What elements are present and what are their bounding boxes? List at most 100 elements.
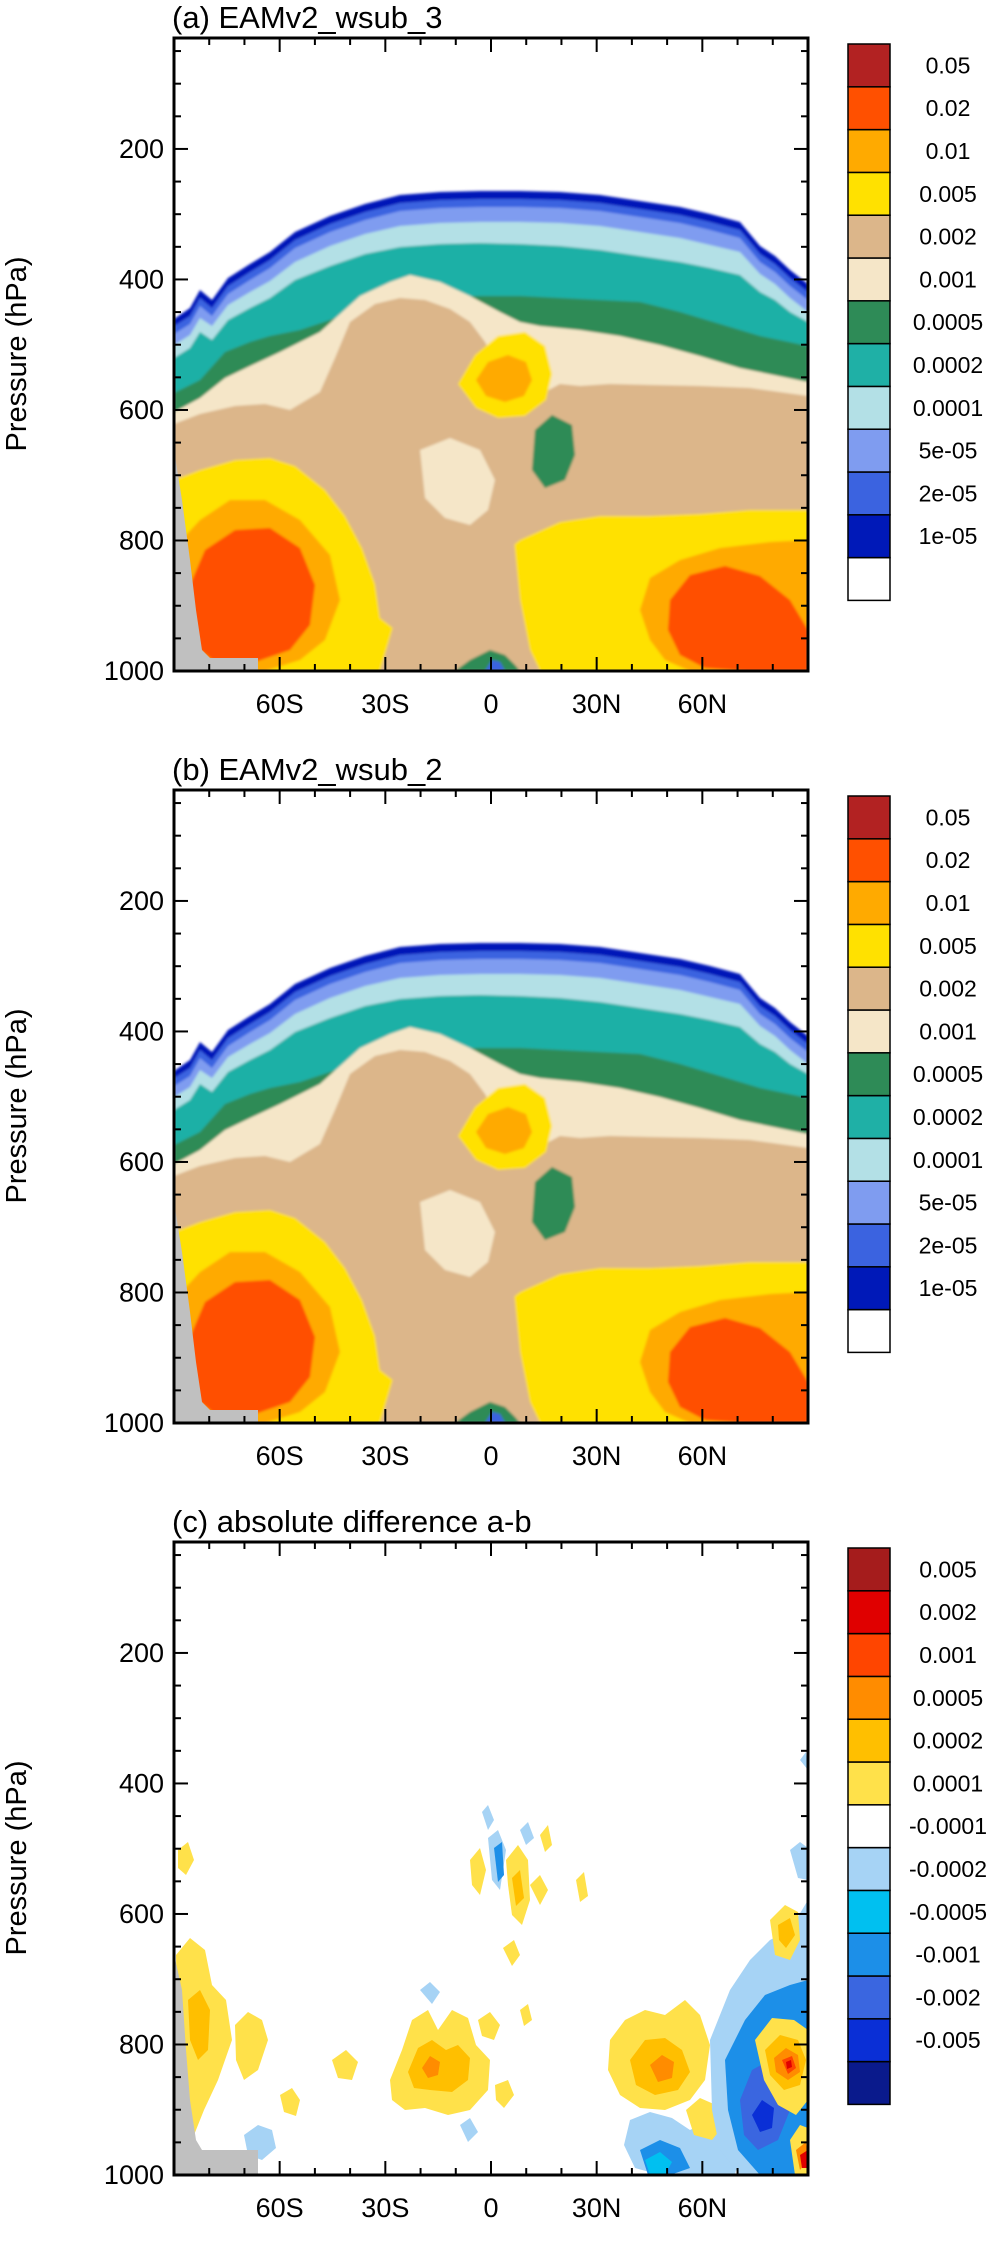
contour-band-0.002	[800, 2150, 808, 2168]
colorbar-label: 0.0005	[913, 1685, 983, 1711]
colorbar-swatch	[847, 171, 891, 216]
colorbar-label: 0.05	[926, 804, 971, 830]
colorbar-swatch	[847, 1718, 891, 1763]
colorbar-swatch	[847, 1590, 891, 1635]
x-tick-label: 60N	[678, 1441, 728, 1471]
colorbar-swatch	[847, 795, 891, 840]
y-tick-label: 800	[119, 1277, 164, 1307]
contour-band-0.001-blob	[420, 438, 495, 525]
x-tick-label: 0	[483, 2193, 498, 2223]
colorbar-label: 5e-05	[919, 1190, 978, 1216]
x-ticks: 60S 30S 0 30N 60N	[208, 1542, 774, 2223]
topography	[174, 450, 258, 671]
y-ticks: 200 400 600 800 1000	[104, 1554, 808, 2190]
panel-b: (b) EAMv2_wsub_2	[1, 752, 983, 1471]
contour-band-0.01-upper	[476, 355, 532, 402]
y-tick-label: 800	[119, 525, 164, 555]
y-axis-label: Pressure (hPa)	[1, 1008, 33, 1203]
colorbar-label: 0.0001	[913, 1770, 983, 1796]
colorbar-swatch	[847, 385, 891, 430]
contour-band-0.0001	[235, 2012, 268, 2080]
colorbar: -0.005 -0.002 -0.001 -0.0005 -0.0002 -0.0001 0…	[847, 1547, 987, 2106]
colorbar-swatch	[847, 1889, 891, 1934]
colorbar-swatch	[847, 1094, 891, 1140]
x-tick-label: 30N	[572, 1441, 622, 1471]
contour-band-0.0001	[540, 1825, 552, 1852]
colorbar-label: 2e-05	[919, 480, 978, 506]
contour-band-0.0001	[520, 2004, 532, 2026]
colorbar-swatch	[847, 838, 891, 883]
colorbar-swatch	[847, 342, 891, 388]
y-tick-label: 600	[119, 1899, 164, 1929]
colorbar-swatch	[847, 1137, 891, 1182]
y-ticks: 200 400 600 800 1000	[104, 50, 808, 686]
colorbar-label: -0.0005	[909, 1899, 987, 1925]
contour-band-0.0001	[470, 1848, 486, 1895]
colorbar-swatch	[847, 966, 891, 1011]
colorbar-swatch	[847, 923, 891, 968]
y-tick-label: 1000	[104, 1408, 164, 1438]
x-tick-label: 30S	[361, 689, 409, 719]
panel-a: (a) EAMv2_wsub_3	[1, 0, 983, 719]
colorbar-label: 0.001	[919, 1018, 977, 1044]
colorbar-swatch	[847, 1632, 891, 1678]
contour-band--0.0001	[790, 1842, 808, 1880]
x-tick-label: 30S	[361, 1441, 409, 1471]
x-tick-label: 0	[483, 1441, 498, 1471]
contour-band-0.0001	[503, 1940, 520, 1966]
y-axis-label: Pressure (hPa)	[1, 1760, 33, 1955]
colorbar-label: 0.0005	[913, 1061, 983, 1087]
colorbar-swatch	[847, 2060, 891, 2106]
colorbar-swatch	[847, 1547, 891, 1592]
contour-band-0.0001	[478, 2012, 500, 2040]
contour-band-0.0005	[650, 2055, 674, 2082]
y-tick-label: 200	[119, 1638, 164, 1668]
x-tick-label: 60S	[256, 1441, 304, 1471]
contour-band-0.0005-blob	[532, 415, 575, 488]
colorbar-swatch	[847, 1846, 891, 1892]
contour-band-0.0002	[188, 1990, 210, 2060]
colorbar-swatch	[847, 471, 891, 516]
colorbar-label: -0.0002	[909, 1856, 987, 1882]
colorbar-swatch	[847, 43, 891, 88]
x-tick-label: 60S	[256, 2193, 304, 2223]
colorbar-label: 0.01	[926, 890, 971, 916]
colorbar-label: 0.05	[926, 52, 971, 78]
contour-field	[174, 191, 808, 671]
contour-band-0.0005	[422, 2056, 440, 2078]
contour-band-0.0001	[332, 2050, 358, 2080]
colorbar-swatch	[847, 300, 891, 345]
colorbar: 1e-05 2e-05 5e-05 0.0001 0.0002 0.0005 0.001 0.…	[847, 795, 983, 1354]
contour-band-0.0005-blob	[532, 1167, 575, 1240]
colorbar-label: -0.002	[915, 1984, 980, 2010]
panel-title: (b) EAMv2_wsub_2	[172, 752, 443, 787]
y-tick-label: 400	[119, 1768, 164, 1798]
colorbar-swatch	[847, 1009, 891, 1054]
contour-band--0.0001	[800, 1752, 808, 1770]
colorbar-label: 0.0001	[913, 395, 983, 421]
topography	[174, 1202, 258, 1423]
colorbar-swatch	[847, 1266, 891, 1311]
contour-field	[176, 1752, 808, 2175]
colorbar-swatch	[847, 2018, 891, 2063]
colorbar-label: 1e-05	[919, 523, 978, 549]
colorbar-label: 0.002	[919, 976, 977, 1002]
x-tick-label: 30N	[572, 2193, 622, 2223]
colorbar-swatch	[847, 86, 891, 131]
y-ticks: 200 400 600 800 1000	[104, 802, 808, 1438]
x-tick-label: 0	[483, 689, 498, 719]
colorbar-swatch	[847, 1223, 891, 1268]
x-ticks: 60S 30S 0 30N 60N	[208, 790, 774, 1471]
colorbar-label: -0.001	[915, 1942, 980, 1968]
colorbar-label: 0.0002	[913, 352, 983, 378]
colorbar-swatch	[847, 1052, 891, 1097]
contour-band-0.0002	[778, 1918, 795, 1948]
colorbar-label: 2e-05	[919, 1232, 978, 1258]
colorbar-swatch	[847, 556, 891, 602]
colorbar-swatch	[847, 514, 891, 559]
contour-band-0.0001	[576, 1872, 588, 1902]
colorbar-label: -0.005	[915, 2027, 980, 2053]
colorbar-swatch	[847, 1180, 891, 1225]
colorbar-swatch	[847, 1932, 891, 1977]
